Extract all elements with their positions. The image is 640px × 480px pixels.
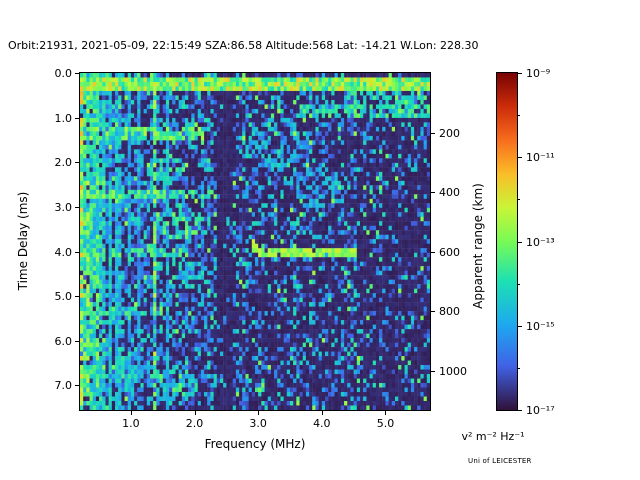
colorbar-tick-label: 10⁻¹⁷ [526, 404, 555, 417]
x-tick-label: 3.0 [249, 417, 267, 430]
colorbar-tick-mark [518, 73, 522, 74]
y2-tick-mark [431, 311, 435, 313]
y2-tick-label: 1000 [439, 364, 467, 378]
x-tick-mark [194, 411, 196, 415]
colorbar-minor-tick-mark [518, 115, 520, 117]
y2-tick-label: 800 [439, 305, 460, 319]
y2-tick-mark [431, 370, 435, 372]
colorbar-unit-label: v² m⁻² Hz⁻¹ [461, 430, 525, 443]
x-tick-mark [258, 411, 260, 415]
colorbar-minor-tick-mark [518, 367, 520, 369]
y-tick-mark [75, 73, 79, 74]
colorbar [497, 73, 517, 410]
y-tick-label: 1.0 [54, 111, 73, 125]
figure-title: Orbit:21931, 2021-05-09, 22:15:49 SZA:86… [8, 39, 479, 52]
y-tick-mark [75, 251, 79, 253]
y-tick-mark [75, 117, 79, 119]
x-tick-label: 4.0 [313, 417, 331, 430]
y-tick-mark [75, 385, 79, 387]
y-tick-label: 5.0 [54, 290, 73, 304]
colorbar-tick-mark [518, 410, 522, 411]
spectrogram-heatmap [80, 73, 430, 410]
colorbar-tick-label: 10⁻¹¹ [526, 151, 555, 165]
y-tick-label: 3.0 [54, 200, 73, 214]
y2-tick-label: 200 [439, 126, 460, 140]
x-axis-label: Frequency (MHz) [204, 437, 306, 451]
colorbar-tick-label: 10⁻¹⁵ [526, 319, 555, 333]
y2-tick-label: 600 [439, 245, 460, 259]
y-tick-mark [75, 296, 79, 298]
y-tick-mark [75, 206, 79, 208]
y2-tick-mark [431, 251, 435, 253]
y-tick-label: 7.0 [54, 379, 73, 393]
colorbar-minor-tick-mark [518, 283, 520, 285]
y-axis-label: Time Delay (ms) [16, 191, 30, 291]
x-tick-label: 5.0 [376, 417, 395, 430]
x-tick-label: 1.0 [122, 417, 140, 430]
y2-tick-label: 400 [439, 186, 460, 200]
x-tick-mark [321, 411, 323, 415]
y2-tick-mark [431, 192, 435, 194]
y2-tick-mark [431, 132, 435, 134]
y-tick-mark [75, 162, 79, 164]
x-tick-mark [385, 411, 387, 415]
colorbar-tick-mark [518, 157, 522, 159]
colorbar-tick-mark [518, 241, 522, 243]
y2-axis-label: Apparent range (km) [471, 183, 485, 309]
colorbar-tick-label: 10⁻¹³ [526, 235, 555, 249]
x-tick-label: 2.0 [185, 417, 204, 430]
colorbar-tick-label: 10⁻⁹ [526, 67, 551, 80]
colorbar-tick-mark [518, 325, 522, 327]
x-tick-mark [130, 411, 132, 415]
colorbar-minor-tick-mark [518, 199, 520, 201]
y-tick-label: 6.0 [54, 334, 73, 348]
y-tick-label: 0.0 [54, 67, 73, 80]
y-tick-mark [75, 340, 79, 342]
credit-text: Uni of LEICESTER [468, 457, 532, 465]
y-tick-label: 2.0 [54, 156, 73, 170]
y-tick-label: 4.0 [54, 245, 73, 259]
